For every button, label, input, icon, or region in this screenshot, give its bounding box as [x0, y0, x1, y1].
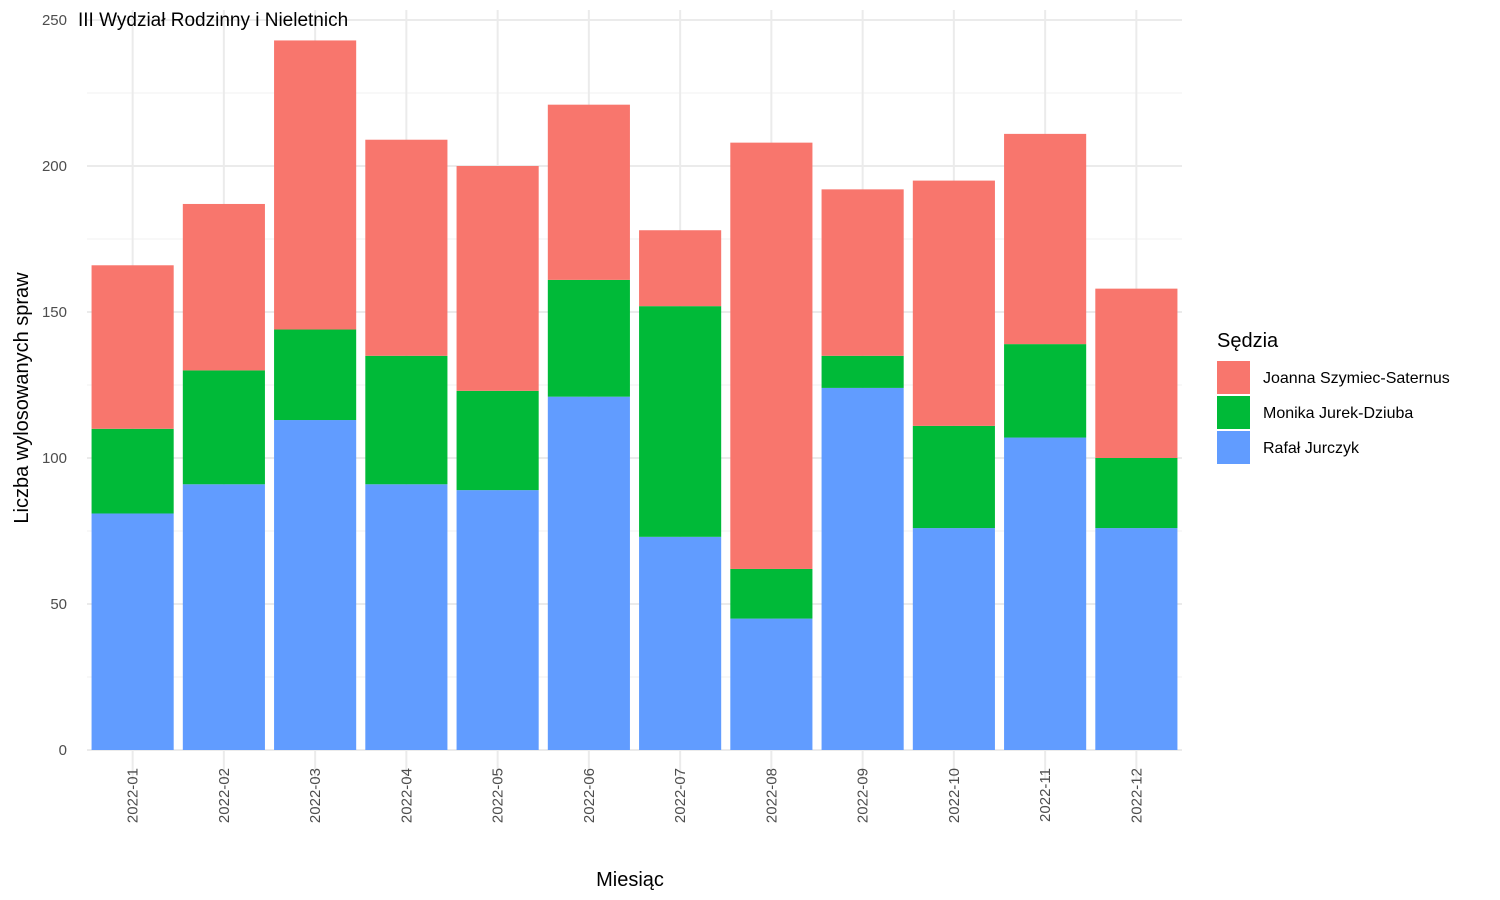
bar-segment — [639, 306, 722, 537]
bar-segment — [456, 490, 539, 750]
bar-segment — [821, 189, 904, 356]
legend-label: Joanna Szymiec-Saternus — [1263, 370, 1450, 387]
bar-segment — [912, 425, 995, 529]
bar-segment — [91, 265, 174, 429]
x-tick-label: 2022-05 — [490, 768, 507, 823]
x-tick-label: 2022-10 — [946, 768, 963, 823]
bar-segment — [274, 420, 357, 750]
bar-segment — [182, 203, 265, 371]
legend-swatch — [1217, 361, 1250, 394]
bar-segment — [1004, 133, 1087, 345]
x-tick-label: 2022-07 — [672, 768, 689, 823]
bar-segment — [1004, 344, 1087, 438]
bar-segment — [182, 370, 265, 485]
x-tick-label: 2022-02 — [216, 768, 233, 823]
bar-segment — [912, 528, 995, 750]
bar-segment — [639, 536, 722, 750]
y-tick-label: 200 — [42, 158, 67, 175]
bar-segment — [821, 387, 904, 750]
bar-segment — [730, 568, 813, 619]
y-tick-label: 0 — [59, 742, 67, 759]
y-axis-title: Liczba wylosowanych spraw — [11, 272, 33, 524]
x-tick-label: 2022-03 — [307, 768, 324, 823]
bar-segment — [639, 230, 722, 307]
bar-segment — [730, 142, 813, 569]
bar-segment — [365, 355, 448, 485]
chart-title: III Wydział Rodzinny i Nieletnich — [78, 10, 348, 31]
bar-segment — [821, 355, 904, 388]
bars-layer — [91, 40, 1178, 750]
bar-segment — [456, 390, 539, 491]
bar-segment — [1095, 528, 1178, 750]
x-tick-label: 2022-12 — [1128, 768, 1145, 823]
x-tick-label: 2022-06 — [581, 768, 598, 823]
bar-segment — [1004, 437, 1087, 750]
x-tick-label: 2022-04 — [398, 768, 415, 823]
bar-segment — [547, 279, 630, 397]
legend: Sędzia Joanna Szymiec-Saternus Monika Jur… — [1217, 330, 1450, 464]
x-tick-label: 2022-08 — [763, 768, 780, 823]
y-tick-label: 100 — [42, 450, 67, 467]
bar-segment — [912, 180, 995, 426]
legend-swatch — [1217, 396, 1250, 429]
bar-segment — [1095, 288, 1178, 458]
x-tick-label: 2022-09 — [855, 768, 872, 823]
y-axis-ticks: 0 50 100 150 200 250 — [42, 12, 67, 759]
y-tick-label: 250 — [42, 12, 67, 29]
x-axis-title: Miesiąc — [596, 869, 664, 891]
legend-label: Rafał Jurczyk — [1263, 440, 1360, 457]
bar-segment — [274, 329, 357, 421]
legend-swatch — [1217, 431, 1250, 464]
bar-segment — [91, 428, 174, 514]
bar-segment — [1095, 458, 1178, 529]
bar-segment — [274, 40, 357, 330]
x-tick-label: 2022-11 — [1037, 768, 1054, 822]
bar-segment — [182, 484, 265, 750]
x-tick-label: 2022-01 — [125, 768, 142, 823]
y-tick-label: 150 — [42, 304, 67, 321]
bar-segment — [365, 139, 448, 356]
bar-segment — [91, 513, 174, 750]
x-axis-ticks: 2022-01 2022-02 2022-03 2022-04 2022-05 2022-… — [125, 768, 1146, 823]
bar-segment — [365, 484, 448, 750]
legend-label: Monika Jurek-Dziuba — [1263, 405, 1413, 422]
bar-segment — [456, 166, 539, 391]
bar-segment — [547, 104, 630, 280]
bar-segment — [547, 396, 630, 750]
y-tick-label: 50 — [50, 596, 67, 613]
bar-segment — [730, 618, 813, 750]
legend-title: Sędzia — [1217, 330, 1279, 352]
